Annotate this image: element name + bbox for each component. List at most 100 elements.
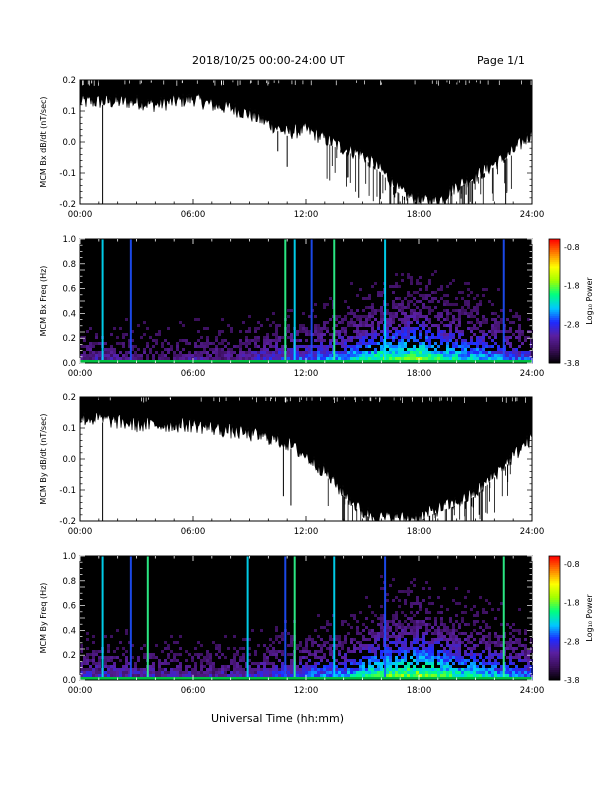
spectrogram-cell <box>422 342 425 345</box>
spectrogram-cell <box>212 665 215 668</box>
spectrogram-cell <box>119 641 122 644</box>
spectrogram-cell <box>425 348 428 351</box>
spectrogram-cell <box>113 327 116 330</box>
spectrogram-cell <box>134 357 137 360</box>
spectrogram-cell <box>416 300 419 303</box>
spectrogram-cell <box>257 351 260 354</box>
spectrogram-cell <box>341 345 344 348</box>
spectrogram-cell <box>98 656 101 659</box>
spectrogram-cell <box>104 659 107 662</box>
spectrogram-cell <box>401 342 404 345</box>
spectrogram-cell <box>134 351 137 354</box>
spectrogram-cell <box>467 345 470 348</box>
spectrogram-cell <box>92 635 95 638</box>
spectrogram-cell <box>254 671 257 674</box>
spectrogram-cell <box>320 659 323 662</box>
spectrogram-cell <box>185 674 188 677</box>
spectrogram-cell <box>350 345 353 348</box>
spectrogram-cell <box>464 345 467 348</box>
colorbar-step <box>549 282 560 285</box>
spectrogram-cell <box>233 351 236 354</box>
spectrogram-cell <box>266 342 269 345</box>
spectrogram-cell <box>98 665 101 668</box>
spectrogram-cell <box>371 306 374 309</box>
spectrogram-cell <box>479 671 482 674</box>
spectrogram-cell <box>398 671 401 674</box>
spectrogram-cell <box>401 345 404 348</box>
spectrogram-cell <box>209 674 212 677</box>
spectrogram-cell <box>269 671 272 674</box>
spectrogram-cell <box>431 659 434 662</box>
spectrogram-cell <box>365 324 368 327</box>
spectrogram-cell <box>464 644 467 647</box>
spectrogram-cell <box>512 333 515 336</box>
spectrogram-cell <box>182 324 185 327</box>
spectrogram-cell <box>95 354 98 357</box>
spectrogram-cell <box>485 668 488 671</box>
spectrogram-cell <box>470 342 473 345</box>
spectrogram-cell <box>326 629 329 632</box>
spectrogram-cell <box>326 327 329 330</box>
spectrogram-cell <box>425 629 428 632</box>
spectrogram-cell <box>461 297 464 300</box>
spectrogram-cell <box>470 348 473 351</box>
spectrogram-cell <box>452 318 455 321</box>
colorbar-tick-label: -1.8 <box>564 282 580 291</box>
spectrogram-cell <box>500 665 503 668</box>
spectrogram-cell <box>380 336 383 339</box>
spectrogram-cell <box>416 602 419 605</box>
spectrogram-cell <box>161 342 164 345</box>
spectrogram-cell <box>446 650 449 653</box>
spectrogram-line <box>333 239 336 363</box>
spectrogram-cell <box>314 324 317 327</box>
spectrogram-cell <box>398 650 401 653</box>
spectrogram-cell <box>440 315 443 318</box>
spectrogram-cell <box>422 644 425 647</box>
spectrogram-cell <box>467 312 470 315</box>
spectrogram-cell <box>509 641 512 644</box>
spectrogram-cell <box>137 659 140 662</box>
spectrogram-cell <box>437 659 440 662</box>
spectrogram-cell <box>374 650 377 653</box>
spectrogram-cell <box>434 638 437 641</box>
spectrogram-cell <box>446 312 449 315</box>
spectrogram-cell <box>206 357 209 360</box>
colorbar-step <box>549 309 560 312</box>
colorbar-step <box>549 286 560 290</box>
spectrogram-cell <box>482 665 485 668</box>
spectrogram-cell <box>86 330 89 333</box>
spectrogram-cell <box>95 674 98 677</box>
spectrogram-cell <box>377 324 380 327</box>
spectrogram-cell <box>446 285 449 288</box>
spectrogram-cell <box>380 345 383 348</box>
spectrogram-cell <box>368 312 371 315</box>
spectrogram-cell <box>341 354 344 357</box>
spectrogram-cell <box>308 635 311 638</box>
spectrogram-cell <box>443 333 446 336</box>
spectrogram-cell <box>266 339 269 342</box>
spectrogram-cell <box>404 312 407 315</box>
spectrogram-cell <box>464 623 467 626</box>
spectrogram-cell <box>89 348 92 351</box>
spectrogram-cell <box>425 617 428 620</box>
spectrogram-cell <box>509 357 512 360</box>
spectrogram-cell <box>428 309 431 312</box>
spectrogram-cell <box>368 342 371 345</box>
spectrogram-cell <box>206 650 209 653</box>
spectrogram-cell <box>401 632 404 635</box>
spectrogram-cell <box>443 626 446 629</box>
spectrogram-cell <box>353 659 356 662</box>
spectrogram-cell <box>359 662 362 665</box>
spectrogram-cell <box>170 659 173 662</box>
spectrogram-cell <box>197 351 200 354</box>
spectrogram-cell <box>491 324 494 327</box>
spectrogram-cell <box>281 348 284 351</box>
spectrogram-cell <box>185 339 188 342</box>
spectrogram-cell <box>431 641 434 644</box>
spectrogram-cell <box>506 357 509 360</box>
colorbar-step <box>549 649 560 652</box>
spectrogram-cell <box>509 327 512 330</box>
spectrogram-cell <box>317 339 320 342</box>
spectrogram-cell <box>401 357 404 360</box>
spectrogram-cell <box>524 638 527 641</box>
